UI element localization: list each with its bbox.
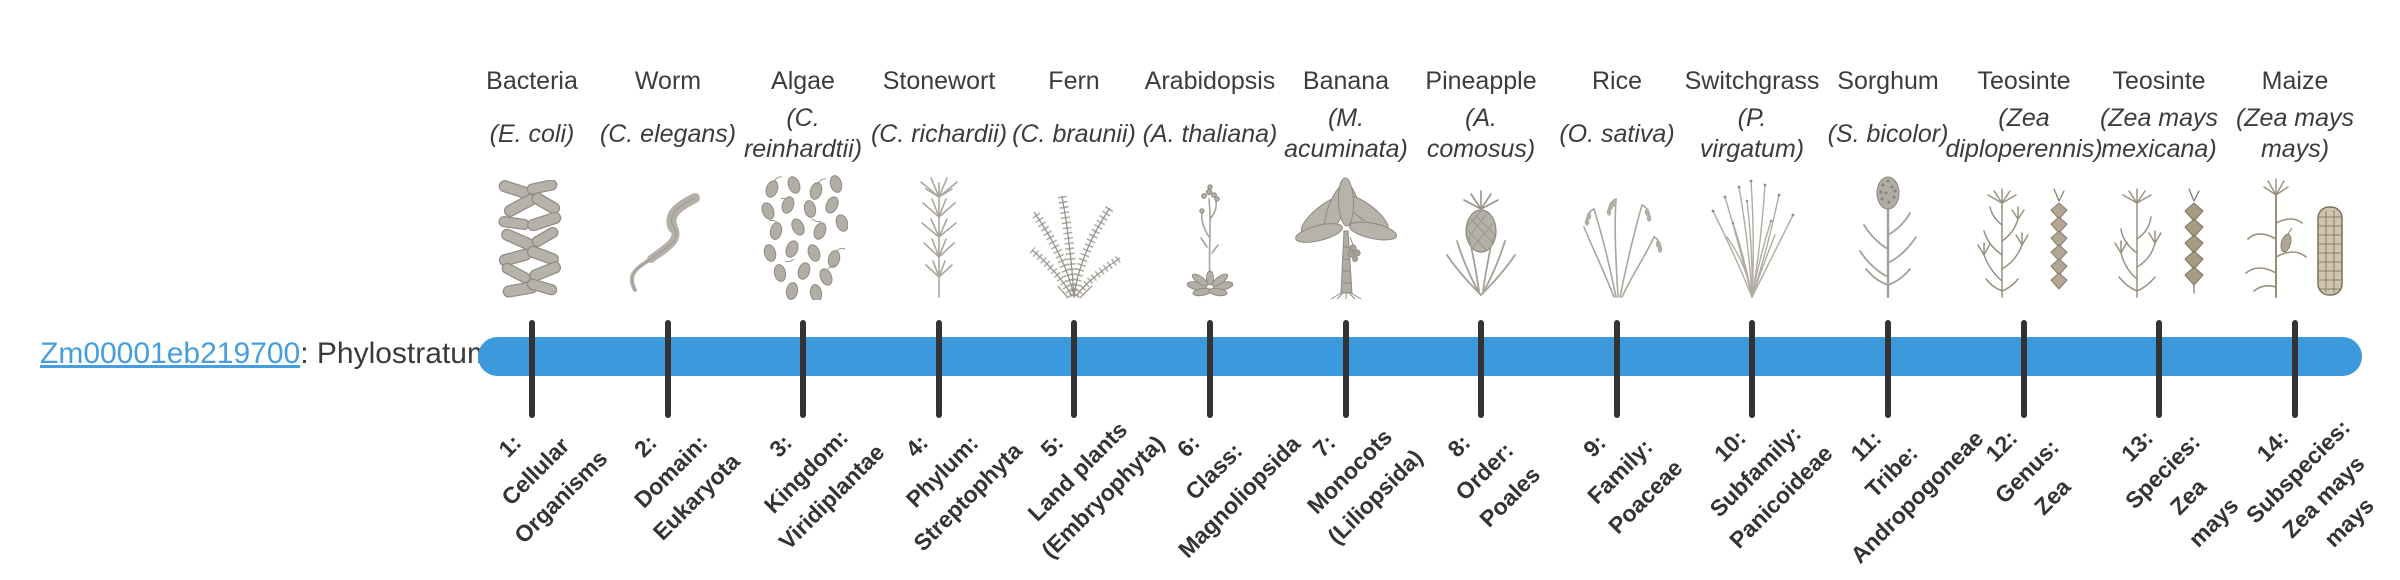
stonewort-icon <box>908 170 970 300</box>
organism-column: Rice (O. sativa) <box>1542 66 1692 300</box>
organism-column: Worm (C. elegans) <box>593 66 743 300</box>
tick-mark <box>1343 320 1349 418</box>
organism-sci-name: (S. bicolor) <box>1827 119 1949 148</box>
organism-column: Teosinte (Zea diploperennis) <box>1945 66 2103 300</box>
organism-sci-name: (C. richardii) <box>870 119 1008 148</box>
rice-icon <box>1570 170 1665 300</box>
organism-name: Rice <box>1591 67 1642 95</box>
tick-mark <box>1207 320 1213 418</box>
timeline-bar <box>478 337 2362 376</box>
organism-column: Bacteria (E. coli) <box>457 66 607 300</box>
fern-icon <box>1018 170 1130 300</box>
tick-mark <box>1614 320 1620 418</box>
tick-mark <box>936 320 942 418</box>
organism-sci-name: (Zea diploperennis) <box>1945 104 2103 163</box>
organism-sci-name: (A. comosus) <box>1426 104 1536 163</box>
arabidopsis-icon <box>1174 170 1246 300</box>
organism-sci-name: (O. sativa) <box>1559 119 1675 148</box>
pineapple-icon <box>1441 170 1521 300</box>
organism-sci-name: (M. acuminata) <box>1284 104 1408 163</box>
organism-sci-name: (A. thaliana) <box>1142 119 1278 148</box>
organism-column: Banana (M. acuminata) <box>1271 66 1421 300</box>
tick-mark <box>1478 320 1484 418</box>
tick-mark <box>800 320 806 418</box>
organism-column: Arabidopsis (A. thaliana) <box>1135 66 1285 300</box>
maize-icon <box>2238 170 2353 300</box>
organism-sci-name: (C. elegans) <box>599 119 737 148</box>
organism-column: Maize (Zea mays mays) <box>2220 66 2370 300</box>
switchgrass-icon <box>1705 170 1800 300</box>
sorghum-icon <box>1852 170 1924 300</box>
organism-column: Pineapple (A. comosus) <box>1406 66 1556 300</box>
organism-column: Stonewort (C. richardii) <box>864 66 1014 300</box>
organism-column: Switchgrass (P. virgatum) <box>1677 66 1827 300</box>
organism-name: Maize <box>2261 67 2329 95</box>
tick-mark <box>1885 320 1891 418</box>
tick-mark <box>665 320 671 418</box>
organism-name: Bacteria <box>486 67 578 95</box>
organism-name: Stonewort <box>882 67 996 95</box>
organism-column: Teosinte (Zea mays mexicana) <box>2084 66 2234 300</box>
organism-name: Teosinte <box>2112 67 2206 95</box>
organism-name: Algae <box>771 67 835 95</box>
organism-name: Sorghum <box>1837 67 1939 95</box>
tick-mark <box>529 320 535 418</box>
organism-name: Switchgrass <box>1684 67 1820 95</box>
organism-name: Worm <box>634 67 702 95</box>
teosinte-icon <box>1962 170 2087 300</box>
algae-icon <box>758 170 848 300</box>
organism-name: Arabidopsis <box>1144 67 1276 95</box>
tick-mark <box>2156 320 2162 418</box>
organism-sci-name: (C. reinhardtii) <box>743 104 863 163</box>
organism-column: Fern (C. braunii) <box>999 66 1149 300</box>
tick-mark <box>1749 320 1755 418</box>
tick-mark <box>1071 320 1077 418</box>
organism-sci-name: (Zea mays mays) <box>2235 104 2355 163</box>
organism-name: Teosinte <box>1977 67 2071 95</box>
tick-mark <box>2292 320 2298 418</box>
gene-label: Zm00001eb219700: Phylostratum 1 <box>40 335 517 373</box>
organism-name: Pineapple <box>1425 67 1537 95</box>
organism-sci-name: (C. braunii) <box>1012 119 1136 148</box>
organism-column: Algae (C. reinhardtii) <box>728 66 878 300</box>
organism-sci-name: (P. virgatum) <box>1699 104 1805 163</box>
organism-name: Fern <box>1048 67 1100 95</box>
tick-mark <box>2021 320 2027 418</box>
banana-icon <box>1289 170 1404 300</box>
organism-name: Banana <box>1302 67 1390 95</box>
worm-icon <box>621 170 716 300</box>
organism-sci-name: (Zea mays mexicana) <box>2099 104 2219 163</box>
bacteria-icon <box>496 170 568 300</box>
organism-sci-name: (E. coli) <box>489 119 575 148</box>
gene-link[interactable]: Zm00001eb219700 <box>40 337 301 370</box>
organism-column: Sorghum (S. bicolor) <box>1813 66 1963 300</box>
teosinte-icon <box>2097 170 2222 300</box>
